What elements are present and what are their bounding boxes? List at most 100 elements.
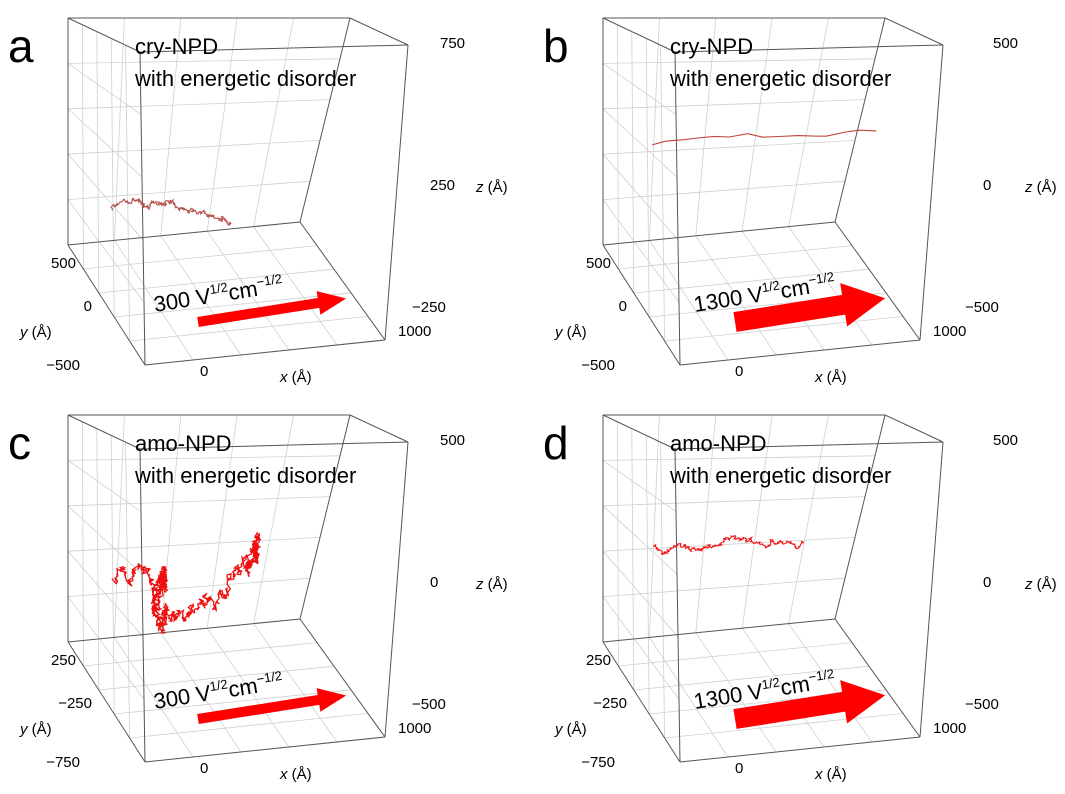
y-tick-label: 500 (51, 255, 76, 272)
axis-unit: (Å) (823, 369, 847, 386)
grid-line (67, 577, 311, 597)
x-axis-label: x (Å) (279, 766, 312, 783)
box-edge (144, 736, 386, 763)
x-axis-label: x (Å) (814, 369, 847, 386)
x-tick-label: 1000 (398, 323, 431, 340)
field-part: 300 V (152, 283, 213, 317)
grid-line (602, 180, 846, 200)
box-edge (299, 414, 351, 620)
field-arrow (733, 680, 886, 729)
grid-line (645, 435, 650, 715)
field-part: cm (227, 276, 260, 305)
grid-line (67, 140, 321, 155)
grid-line (129, 713, 369, 739)
grid-line (617, 421, 619, 667)
field-part: 1/2 (761, 675, 781, 693)
grid-line (602, 577, 846, 597)
grid-line (114, 292, 352, 318)
panel: a cry-NPD with energetic disorder 300 V1/2c… (8, 17, 508, 386)
grid-line (602, 140, 856, 155)
grid-line (160, 632, 242, 753)
axis-letter: x (279, 766, 288, 783)
box-edge (679, 339, 921, 366)
grid-line (67, 596, 145, 700)
field-part: −1/2 (807, 666, 835, 685)
y-tick-label: 0 (619, 298, 627, 315)
x-tick-label: 1000 (933, 720, 966, 737)
y-tick-label: 250 (586, 652, 611, 669)
z-axis-label: z (Å) (475, 576, 508, 593)
grid-line (602, 550, 679, 638)
box-edge (602, 17, 676, 53)
trajectory (651, 129, 877, 146)
grid-line (83, 642, 318, 667)
z-tick-label: 0 (983, 574, 991, 591)
y-tick-label: 250 (51, 652, 76, 669)
z-tick-label: 500 (440, 432, 465, 449)
box-edge (674, 441, 944, 450)
panel-title: cry-NPD (670, 34, 753, 59)
panel-label: b (543, 20, 569, 72)
axis-unit: (Å) (484, 576, 508, 593)
box-edge (602, 641, 681, 763)
grid-line (602, 460, 677, 512)
box-edge (674, 448, 681, 763)
x-axis-label: x (Å) (814, 766, 847, 783)
grid-line (67, 199, 145, 303)
z-axis-label: z (Å) (1024, 179, 1057, 196)
box-edge (299, 17, 351, 223)
box-edge (139, 51, 146, 366)
field-part: cm (779, 274, 812, 303)
box-edge (139, 448, 146, 763)
z-tick-label: −500 (965, 299, 999, 316)
grid-line (602, 108, 678, 178)
z-tick-label: 0 (430, 574, 438, 591)
grid-line (129, 316, 369, 342)
grid-line (645, 38, 650, 318)
box-edge (299, 618, 386, 738)
panel-title: cry-NPD (135, 34, 218, 59)
box-edge (602, 414, 676, 450)
box-edge (602, 244, 681, 366)
grid-line (631, 31, 635, 294)
grid-line (602, 496, 866, 507)
panel-label: d (543, 417, 569, 469)
grid-line (67, 180, 311, 200)
box-edge (139, 44, 409, 53)
grid-line (631, 428, 635, 691)
panel-title: with energetic disorder (669, 66, 891, 91)
grid-line (649, 637, 729, 758)
y-tick-label: −750 (46, 754, 80, 771)
panel-title: with energetic disorder (134, 463, 356, 488)
grid-line (110, 38, 115, 318)
field-part: −1/2 (255, 668, 283, 687)
grid-line (82, 421, 84, 667)
grid-line (741, 230, 825, 351)
y-tick-label: −250 (593, 695, 627, 712)
axis-letter: z (475, 576, 484, 593)
box-edge (834, 221, 921, 341)
panel-title: amo-NPD (135, 431, 232, 456)
trajectory (653, 534, 805, 555)
field-part: 1/2 (209, 676, 229, 694)
field-arrow (197, 291, 347, 327)
panel: c amo-NPD with energetic disorder 300 V1/2c… (8, 414, 508, 783)
grid-line (160, 235, 242, 356)
box-edge (602, 618, 836, 643)
grid-line (253, 226, 338, 346)
grid-line (664, 316, 904, 342)
trajectory (110, 197, 232, 226)
z-tick-label: 500 (993, 35, 1018, 52)
field-part: cm (227, 673, 260, 702)
grid-line (695, 414, 717, 633)
box-edge (834, 618, 921, 738)
grid-line (206, 414, 238, 629)
grid-line (206, 230, 290, 351)
y-tick-label: −750 (581, 754, 615, 771)
grid-line (160, 17, 182, 236)
axis-unit: (Å) (28, 324, 52, 341)
axis-unit: (Å) (288, 369, 312, 386)
grid-line (96, 428, 100, 691)
axis-unit: (Å) (1033, 179, 1057, 196)
grid-line (788, 17, 829, 227)
